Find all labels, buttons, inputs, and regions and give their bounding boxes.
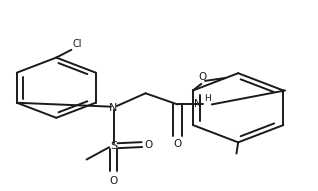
Text: O: O: [198, 72, 206, 82]
Text: Cl: Cl: [73, 39, 82, 49]
Text: N: N: [194, 100, 202, 109]
Text: H: H: [204, 94, 211, 103]
Text: S: S: [110, 141, 117, 151]
Text: O: O: [173, 139, 182, 149]
Text: N: N: [109, 103, 118, 113]
Text: O: O: [145, 140, 153, 150]
Text: O: O: [109, 176, 118, 186]
